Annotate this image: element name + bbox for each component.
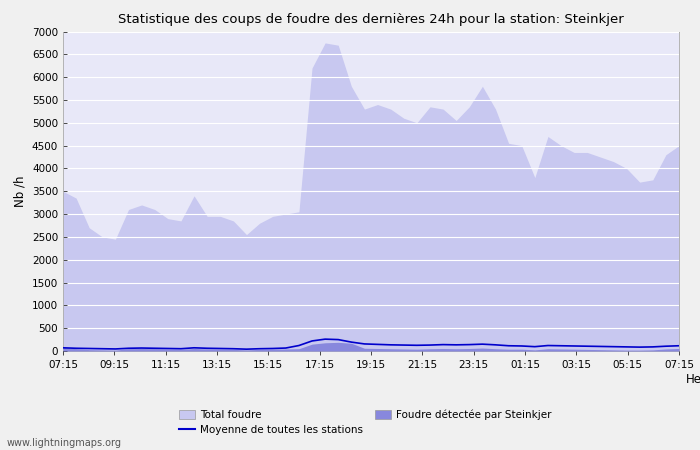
Legend: Total foudre, Moyenne de toutes les stations, Foudre détectée par Steinkjer: Total foudre, Moyenne de toutes les stat…: [179, 410, 552, 435]
Title: Statistique des coups de foudre des dernières 24h pour la station: Steinkjer: Statistique des coups de foudre des dern…: [118, 13, 624, 26]
Y-axis label: Nb /h: Nb /h: [13, 176, 27, 207]
Text: www.lightningmaps.org: www.lightningmaps.org: [7, 438, 122, 448]
X-axis label: Heure: Heure: [686, 374, 700, 387]
